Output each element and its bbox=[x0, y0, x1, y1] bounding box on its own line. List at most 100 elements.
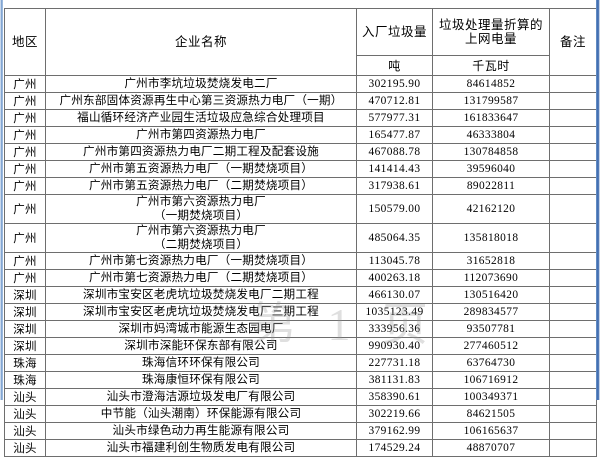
cell-note bbox=[549, 223, 597, 253]
cell-waste-input: 485064.35 bbox=[356, 223, 433, 253]
cell-waste-input: 358390.61 bbox=[356, 388, 433, 406]
cell-waste-input: 302219.66 bbox=[356, 405, 433, 423]
cell-note bbox=[549, 177, 597, 195]
document-right-edge bbox=[596, 0, 600, 400]
table-body: 广州 广州市李坑垃圾焚烧发电二厂 302195.90 84614852 广州 广州东部固体… bbox=[4, 75, 597, 457]
document-left-edge bbox=[0, 0, 3, 400]
cell-enterprise-name: 深圳市宝安区老虎坑垃圾焚烧发电厂二期工程 bbox=[45, 286, 357, 304]
table-row: 广州 广州市第五资源热力电厂（二期焚烧项目） 317938.61 89022811 bbox=[4, 177, 597, 195]
cell-region: 广州 bbox=[4, 160, 46, 178]
cell-region: 汕头 bbox=[4, 388, 46, 406]
cell-region: 珠海 bbox=[4, 371, 46, 389]
cell-note bbox=[549, 371, 597, 389]
cell-waste-input: 990930.40 bbox=[356, 337, 433, 355]
cell-region: 汕头 bbox=[4, 405, 46, 423]
cell-enterprise-name: 汕头市绿色动力再生能源有限公司 bbox=[45, 422, 357, 440]
table-row: 汕头 汕头市福建利创生物质发电有限公司 174529.24 48870707 bbox=[4, 439, 597, 457]
cell-waste-input: 379162.99 bbox=[356, 422, 433, 440]
cell-note bbox=[549, 92, 597, 110]
table-row: 广州 广州市第七资源热力电厂（一期焚烧项目） 113045.78 31652818 bbox=[4, 252, 597, 270]
cell-note bbox=[549, 75, 597, 93]
cell-enterprise-name: 广州市第七资源热力电厂（二期焚烧项目） bbox=[45, 269, 357, 287]
cell-power-converted: 84621505 bbox=[432, 405, 550, 423]
cell-region: 广州 bbox=[4, 194, 46, 224]
cell-enterprise-name: 广州市第六资源热力电厂 （一期焚烧项目） bbox=[45, 194, 357, 224]
cell-note bbox=[549, 422, 597, 440]
cell-waste-input: 302195.90 bbox=[356, 75, 433, 93]
cell-waste-input: 174529.24 bbox=[356, 439, 433, 457]
column-header-enterprise-name: 企业名称 bbox=[45, 8, 357, 76]
cell-enterprise-name: 汕头市澄海洁源垃圾发电厂有限公司 bbox=[45, 388, 357, 406]
table-row: 深圳 深圳市深能环保东部有限公司 990930.40 277460512 bbox=[4, 337, 597, 355]
table-header: 地区 企业名称 入厂垃圾量 垃圾处理量折算的上网电量 备注 吨 千瓦时 bbox=[4, 8, 597, 76]
cell-waste-input: 150579.00 bbox=[356, 194, 433, 224]
cell-region: 广州 bbox=[4, 109, 46, 127]
cell-note bbox=[549, 320, 597, 338]
cell-waste-input: 470712.81 bbox=[356, 92, 433, 110]
cell-note bbox=[549, 405, 597, 423]
cell-region: 深圳 bbox=[4, 320, 46, 338]
cell-power-converted: 39596040 bbox=[432, 160, 550, 178]
table-row: 广州 广州市李坑垃圾焚烧发电二厂 302195.90 84614852 bbox=[4, 75, 597, 93]
cell-enterprise-name: 广州东部固体资源再生中心第三资源热力电厂（一期） bbox=[45, 92, 357, 110]
cell-waste-input: 317938.61 bbox=[356, 177, 433, 195]
table-row: 广州 广州市第七资源热力电厂（二期焚烧项目） 400263.18 112073690 bbox=[4, 269, 597, 287]
cell-region: 深圳 bbox=[4, 286, 46, 304]
cell-power-converted: 42162120 bbox=[432, 194, 550, 224]
table-row: 广州 广州市第五资源热力电厂（一期焚烧项目） 141414.43 39596040 bbox=[4, 160, 597, 178]
cell-region: 广州 bbox=[4, 92, 46, 110]
table-row: 广州 广州市第六资源热力电厂 （一期焚烧项目） 150579.00 42162120 bbox=[4, 194, 597, 224]
cell-waste-input: 333956.36 bbox=[356, 320, 433, 338]
cell-note bbox=[549, 388, 597, 406]
cell-enterprise-name: 广州市第六资源热力电厂 （二期焚烧项目） bbox=[45, 223, 357, 253]
cell-enterprise-name: 福山循环经济产业园生活垃圾应急综合处理项目 bbox=[45, 109, 357, 127]
cell-waste-input: 165477.87 bbox=[356, 126, 433, 144]
cell-region: 珠海 bbox=[4, 354, 46, 372]
cell-power-converted: 89022811 bbox=[432, 177, 550, 195]
cell-power-converted: 46333804 bbox=[432, 126, 550, 144]
cell-region: 广州 bbox=[4, 223, 46, 253]
cell-region: 广州 bbox=[4, 177, 46, 195]
cell-waste-input: 227731.18 bbox=[356, 354, 433, 372]
table-row: 广州 广州市第四资源热力电厂二期工程及配套设施 467088.78 130784858 bbox=[4, 143, 597, 161]
cell-waste-input: 141414.43 bbox=[356, 160, 433, 178]
cell-region: 深圳 bbox=[4, 303, 46, 321]
cell-enterprise-name: 广州市李坑垃圾焚烧发电二厂 bbox=[45, 75, 357, 93]
table-row: 深圳 深圳市妈湾城市能源生态园电厂 333956.36 93507781 bbox=[4, 320, 597, 338]
cell-enterprise-name: 广州市第四资源热力电厂二期工程及配套设施 bbox=[45, 143, 357, 161]
table-row: 汕头 汕头市澄海洁源垃圾发电厂有限公司 358390.61 100349371 bbox=[4, 388, 597, 406]
cell-power-converted: 100349371 bbox=[432, 388, 550, 406]
cell-enterprise-name: 深圳市宝安区老虎坑垃圾焚烧发电厂三期工程 bbox=[45, 303, 357, 321]
cell-region: 深圳 bbox=[4, 337, 46, 355]
cell-enterprise-name: 珠海信环环保有限公司 bbox=[45, 354, 357, 372]
cell-note bbox=[549, 269, 597, 287]
cell-power-converted: 130516420 bbox=[432, 286, 550, 304]
table-row: 广州 广州市第六资源热力电厂 （二期焚烧项目） 485064.35 135818018 bbox=[4, 223, 597, 253]
cell-enterprise-name: 深圳市深能环保东部有限公司 bbox=[45, 337, 357, 355]
cell-waste-input: 466130.07 bbox=[356, 286, 433, 304]
cell-enterprise-name: 中节能（汕头潮南）环保能源有限公司 bbox=[45, 405, 357, 423]
cell-power-converted: 31652818 bbox=[432, 252, 550, 270]
cell-power-converted: 277460512 bbox=[432, 337, 550, 355]
cell-note bbox=[549, 439, 597, 457]
cell-waste-input: 1035123.49 bbox=[356, 303, 433, 321]
unit-header-power-converted: 千瓦时 bbox=[432, 55, 550, 76]
cell-waste-input: 113045.78 bbox=[356, 252, 433, 270]
cell-waste-input: 467088.78 bbox=[356, 143, 433, 161]
cell-power-converted: 130784858 bbox=[432, 143, 550, 161]
cell-power-converted: 106716912 bbox=[432, 371, 550, 389]
cell-waste-input: 381131.83 bbox=[356, 371, 433, 389]
table-row: 汕头 汕头市绿色动力再生能源有限公司 379162.99 106165637 bbox=[4, 422, 597, 440]
data-table: 地区 企业名称 入厂垃圾量 垃圾处理量折算的上网电量 备注 吨 千瓦时 广州 广州… bbox=[4, 8, 597, 457]
cell-power-converted: 84614852 bbox=[432, 75, 550, 93]
cell-note bbox=[549, 143, 597, 161]
cell-enterprise-name: 深圳市妈湾城市能源生态园电厂 bbox=[45, 320, 357, 338]
table-row: 深圳 深圳市宝安区老虎坑垃圾焚烧发电厂三期工程 1035123.49 28983457… bbox=[4, 303, 597, 321]
cell-note bbox=[549, 337, 597, 355]
cell-region: 汕头 bbox=[4, 422, 46, 440]
cell-note bbox=[549, 303, 597, 321]
table-row: 汕头 中节能（汕头潮南）环保能源有限公司 302219.66 84621505 bbox=[4, 405, 597, 423]
cell-note bbox=[549, 354, 597, 372]
cell-region: 广州 bbox=[4, 252, 46, 270]
cell-region: 广州 bbox=[4, 75, 46, 93]
